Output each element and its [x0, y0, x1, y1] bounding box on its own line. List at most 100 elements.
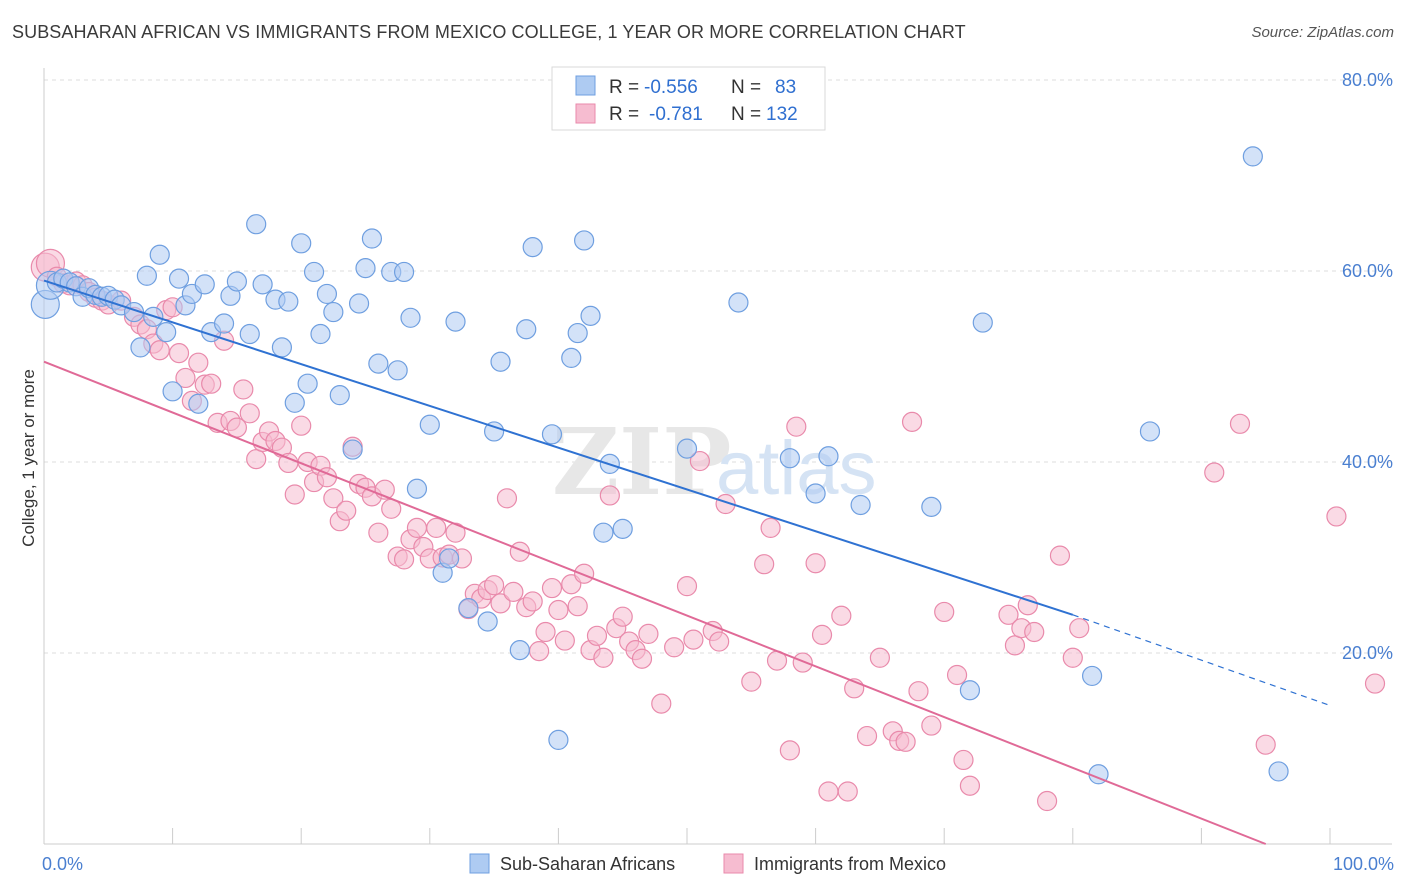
data-point-sub-saharan-africans	[490, 351, 511, 372]
data-point-sub-saharan-africans	[438, 548, 460, 569]
data-point-immigrants-from-mexico	[934, 601, 955, 623]
trend-line-sub-saharan-africans-extrapolated	[1072, 614, 1331, 707]
bottom-legend-swatch-pink	[723, 853, 744, 874]
data-point-immigrants-from-mexico	[1229, 413, 1251, 434]
legend-n-value-1: 83	[775, 77, 796, 98]
data-point-immigrants-from-mexico	[522, 591, 543, 612]
legend-r-value-2: -0.781	[649, 104, 703, 125]
data-point-sub-saharan-africans	[168, 268, 190, 289]
data-point-immigrants-from-mexico	[496, 488, 518, 509]
data-point-immigrants-from-mexico	[188, 352, 209, 373]
data-point-immigrants-from-mexico	[689, 450, 710, 472]
data-point-immigrants-from-mexico	[998, 604, 1019, 625]
trend-lines	[43, 279, 1331, 845]
data-point-immigrants-from-mexico	[818, 781, 839, 802]
data-point-immigrants-from-mexico	[233, 379, 254, 400]
data-point-immigrants-from-mexico	[921, 715, 942, 736]
data-point-sub-saharan-africans	[329, 385, 350, 406]
data-point-immigrants-from-mexico	[175, 367, 196, 389]
data-point-sub-saharan-africans	[252, 274, 273, 295]
data-point-immigrants-from-mexico	[574, 563, 595, 584]
y-tick-label: 20.0%	[1342, 643, 1393, 663]
data-point-immigrants-from-mexico	[760, 517, 781, 538]
data-point-sub-saharan-africans	[213, 313, 235, 334]
data-point-sub-saharan-africans	[355, 258, 376, 279]
data-point-sub-saharan-africans	[130, 337, 151, 358]
data-point-immigrants-from-mexico	[406, 517, 428, 538]
data-point-immigrants-from-mexico	[612, 606, 633, 627]
data-point-sub-saharan-africans	[291, 233, 312, 254]
data-point-sub-saharan-africans	[368, 353, 389, 374]
data-point-immigrants-from-mexico	[953, 749, 974, 771]
y-axis-label: College, 1 year or more	[19, 369, 38, 547]
data-point-immigrants-from-mexico	[1004, 635, 1026, 656]
data-point-immigrants-from-mexico	[805, 553, 826, 574]
top-legend: R = -0.556 N = 83 R = -0.781 N = 132	[551, 66, 826, 131]
data-point-sub-saharan-africans	[361, 228, 383, 249]
data-point-immigrants-from-mexico	[856, 725, 878, 747]
data-point-immigrants-from-mexico	[895, 731, 916, 752]
y-tick-label: 80.0%	[1342, 70, 1393, 90]
data-point-immigrants-from-mexico	[638, 623, 659, 645]
data-point-sub-saharan-africans	[972, 312, 993, 333]
legend-n-label-2: N =	[731, 104, 761, 125]
data-point-sub-saharan-africans	[1268, 761, 1289, 782]
data-point-immigrants-from-mexico	[599, 485, 620, 506]
data-point-immigrants-from-mexico	[1036, 790, 1058, 812]
data-point-immigrants-from-mexico	[323, 488, 344, 509]
data-point-sub-saharan-africans	[149, 244, 170, 265]
data-point-sub-saharan-africans	[509, 640, 530, 661]
data-point-sub-saharan-africans	[406, 478, 428, 499]
data-point-immigrants-from-mexico	[1364, 673, 1386, 694]
y-tick-label: 60.0%	[1342, 261, 1393, 281]
chart-source: Source: ZipAtlas.com	[1251, 24, 1394, 41]
data-point-sub-saharan-africans	[1242, 146, 1263, 167]
data-point-sub-saharan-africans	[188, 393, 209, 414]
data-point-sub-saharan-africans	[593, 522, 614, 543]
data-point-sub-saharan-africans	[419, 414, 440, 435]
data-point-immigrants-from-mexico	[586, 625, 608, 646]
data-point-sub-saharan-africans	[516, 319, 537, 340]
data-point-sub-saharan-africans	[779, 448, 800, 469]
data-point-sub-saharan-africans	[348, 293, 370, 314]
data-point-immigrants-from-mexico	[368, 522, 389, 543]
data-point-immigrants-from-mexico	[1024, 621, 1045, 643]
data-point-immigrants-from-mexico	[786, 416, 807, 437]
data-point-immigrants-from-mexico	[1204, 462, 1225, 483]
data-point-immigrants-from-mexico	[201, 373, 222, 394]
chart-title: SUBSAHARAN AFRICAN VS IMMIGRANTS FROM ME…	[12, 22, 966, 42]
data-point-immigrants-from-mexico	[554, 630, 575, 651]
data-point-immigrants-from-mexico	[246, 449, 267, 470]
data-point-immigrants-from-mexico	[676, 576, 698, 597]
data-point-sub-saharan-africans	[676, 438, 698, 459]
data-point-sub-saharan-africans	[400, 307, 421, 328]
data-point-immigrants-from-mexico	[709, 631, 730, 652]
legend-r-label-1: R =	[609, 77, 639, 98]
data-point-sub-saharan-africans	[297, 373, 318, 394]
data-point-sub-saharan-africans	[342, 439, 363, 460]
data-point-immigrants-from-mexico	[631, 648, 653, 669]
data-point-immigrants-from-mexico	[548, 599, 569, 621]
data-point-immigrants-from-mexico	[336, 500, 357, 521]
data-point-sub-saharan-africans	[278, 291, 299, 312]
trend-line-sub-saharan-africans	[43, 279, 1074, 616]
data-point-sub-saharan-africans	[156, 322, 177, 343]
data-point-sub-saharan-africans	[574, 230, 595, 251]
data-point-sub-saharan-africans	[316, 283, 338, 305]
legend-n-value-2: 132	[766, 104, 798, 125]
data-point-immigrants-from-mexico	[535, 621, 556, 643]
data-point-sub-saharan-africans	[850, 494, 871, 516]
data-point-immigrants-from-mexico	[959, 775, 981, 796]
data-point-immigrants-from-mexico	[754, 554, 775, 575]
legend-r-value-1: -0.556	[644, 77, 698, 98]
legend-swatch-blue	[575, 75, 596, 96]
data-point-immigrants-from-mexico	[908, 681, 929, 702]
data-point-sub-saharan-africans	[959, 680, 981, 701]
data-point-sub-saharan-africans	[271, 337, 293, 358]
bottom-legend-label-blue: Sub-Saharan Africans	[500, 854, 675, 874]
data-point-immigrants-from-mexico	[426, 517, 447, 538]
data-point-immigrants-from-mexico	[837, 781, 858, 802]
data-point-immigrants-from-mexico	[593, 647, 614, 668]
data-point-immigrants-from-mexico	[1069, 618, 1090, 639]
data-point-sub-saharan-africans	[548, 729, 569, 751]
